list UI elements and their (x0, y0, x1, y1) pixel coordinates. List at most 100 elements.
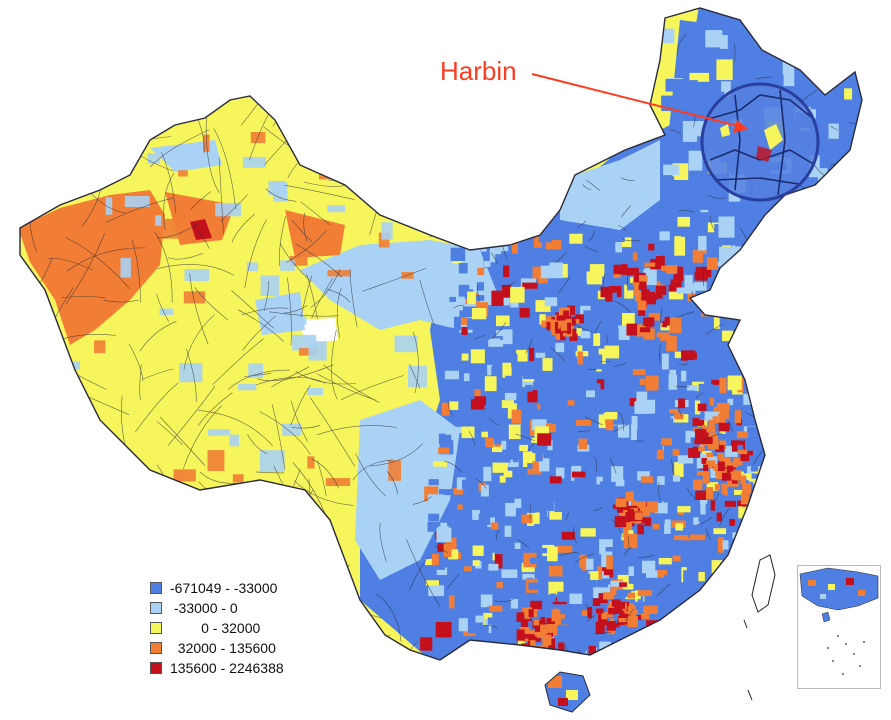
county-cell (644, 262, 656, 267)
county-cell (577, 659, 593, 660)
county-cell (538, 274, 548, 284)
county-cell (673, 475, 688, 488)
county-cell (620, 609, 632, 615)
county-boundary (303, 212, 307, 241)
county-cell (726, 462, 738, 468)
county-cell (510, 298, 519, 308)
county-cell (530, 637, 536, 648)
county-cell (598, 414, 607, 429)
county-cell (549, 511, 562, 520)
county-boundary (263, 280, 269, 311)
county-boundary (163, 48, 166, 75)
county-cell (646, 501, 659, 513)
county-cell (514, 542, 521, 549)
county-cell (674, 236, 686, 256)
county-cell (354, 176, 379, 190)
county-cell (832, 215, 844, 236)
county-boundary (89, 191, 125, 213)
county-cell (660, 321, 677, 331)
county-cell (454, 524, 467, 536)
county-cell (443, 543, 452, 558)
county-cell (846, 201, 856, 219)
county-boundary (659, 344, 661, 363)
county-cell (489, 500, 499, 515)
county-cell (710, 500, 716, 511)
county-cell (750, 462, 759, 472)
county-boundary (588, 230, 595, 242)
county-cell (655, 285, 667, 295)
county-boundary (577, 430, 591, 433)
county-cell (766, 498, 775, 507)
county-cell (817, 168, 828, 184)
county-cell (657, 570, 668, 578)
county-cell (668, 281, 682, 292)
county-boundary (617, 54, 635, 65)
county-cell (567, 322, 572, 334)
county-cell (693, 479, 703, 490)
county-cell (616, 589, 632, 597)
county-cell (612, 642, 620, 657)
county-cell (702, 424, 707, 431)
county-cell (628, 566, 634, 576)
county-cell (745, 243, 758, 250)
county-cell (480, 318, 492, 327)
county-cell (660, 268, 671, 285)
county-cell (511, 379, 523, 388)
county-cell (678, 38, 689, 48)
county-cell (586, 390, 595, 398)
county-cell (760, 258, 775, 265)
county-boundary (283, 564, 325, 578)
county-cell (698, 446, 705, 452)
county-cell (707, 470, 723, 478)
county-boundary (527, 89, 550, 95)
county-cell (522, 655, 533, 660)
county-boundary (327, 52, 387, 107)
county-cell (607, 329, 619, 341)
county-cell (572, 319, 580, 324)
county-cell (646, 620, 662, 630)
county-cell (657, 418, 673, 434)
county-cell (708, 204, 728, 217)
county-cell (569, 328, 577, 336)
county-cell (621, 440, 637, 453)
county-cell (649, 496, 663, 503)
county-cell (501, 645, 511, 656)
county-cell (681, 476, 690, 484)
county-boundary (23, 77, 68, 138)
county-cell (826, 41, 839, 64)
county-boundary (284, 27, 300, 60)
county-boundary (753, 449, 765, 465)
county-cell (686, 385, 698, 391)
county-cell (734, 480, 749, 490)
county-cell (734, 410, 741, 424)
county-cell (203, 134, 210, 152)
county-boundary (341, 375, 404, 401)
county-cell (461, 353, 469, 361)
county-cell (692, 381, 705, 392)
county-cell (753, 657, 764, 660)
county-cell (448, 595, 455, 609)
county-cell (683, 570, 695, 585)
county-cell (623, 533, 638, 549)
county-cell (634, 512, 643, 520)
county-cell (755, 398, 765, 407)
county-cell (714, 484, 721, 491)
county-cell (555, 467, 571, 479)
county-cell (706, 487, 713, 499)
county-boundary (702, 588, 718, 598)
county-cell (767, 388, 774, 394)
county-cell (651, 439, 663, 452)
county-cell (561, 531, 575, 540)
county-cell (444, 665, 449, 673)
county-cell (727, 630, 742, 637)
county-cell (776, 509, 791, 520)
county-boundary (235, 60, 294, 63)
county-boundary (453, 304, 465, 309)
county-boundary (772, 36, 777, 45)
county-cell (502, 362, 512, 378)
county-boundary (401, 86, 436, 100)
county-cell (608, 607, 616, 615)
county-cell (576, 328, 582, 336)
county-cell (729, 396, 744, 403)
county-cell (713, 528, 727, 535)
